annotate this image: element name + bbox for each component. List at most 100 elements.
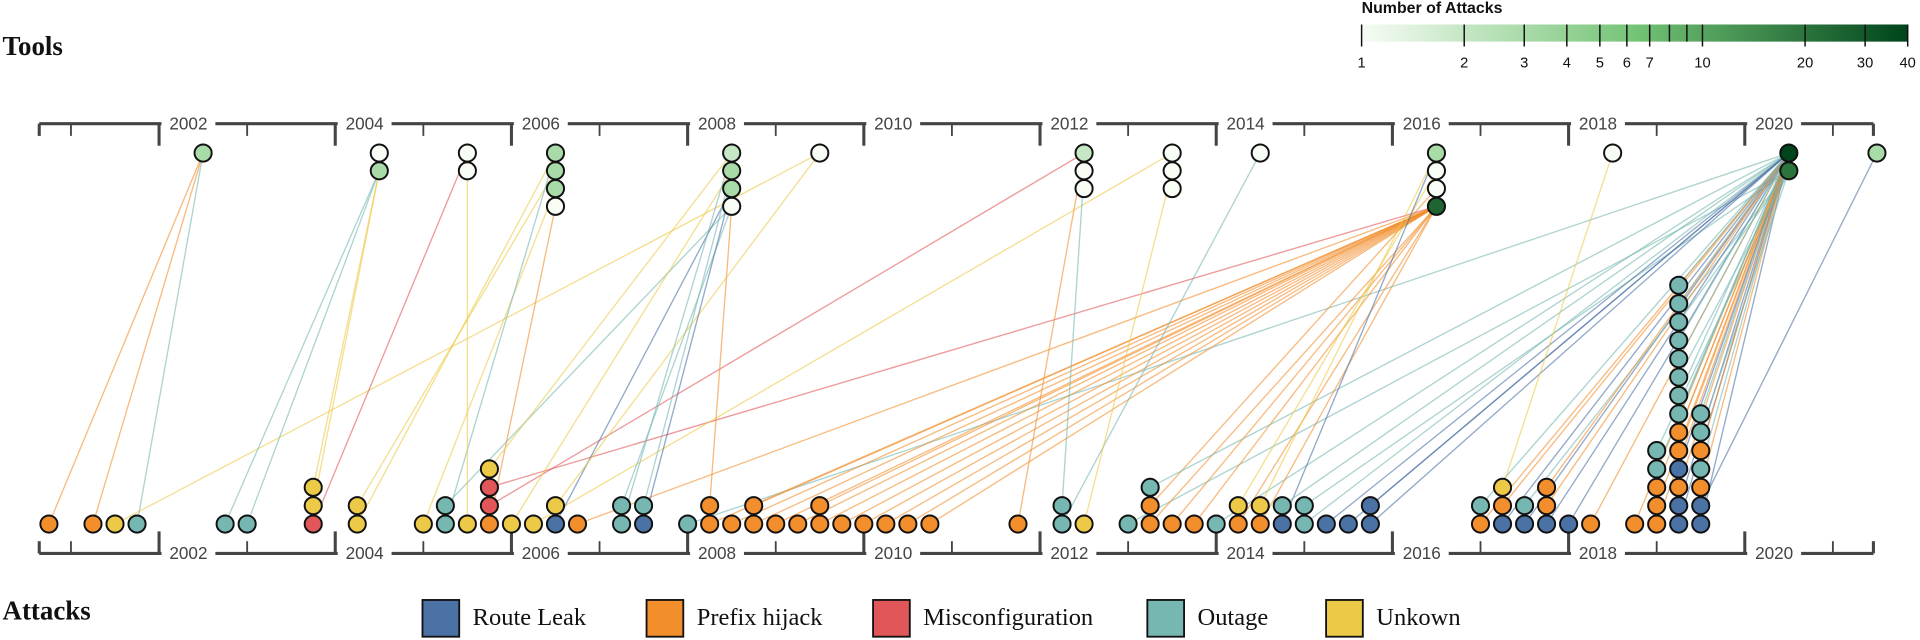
tool bbox=[1074, 161, 1094, 181]
attack bbox=[744, 514, 764, 534]
attack bbox=[832, 514, 852, 534]
attack bbox=[39, 514, 59, 534]
attack bbox=[479, 496, 499, 516]
tool bbox=[1603, 143, 1623, 163]
legend-swatch bbox=[1146, 599, 1185, 638]
tool bbox=[193, 143, 213, 163]
attack bbox=[678, 514, 698, 534]
attack bbox=[479, 477, 499, 497]
link bbox=[246, 170, 380, 525]
link bbox=[1678, 170, 1790, 323]
year-label: 2012 bbox=[1050, 113, 1088, 133]
year-label: 2006 bbox=[522, 543, 560, 563]
link bbox=[797, 205, 1437, 525]
tool bbox=[369, 143, 389, 163]
link bbox=[577, 205, 1437, 525]
tool bbox=[1867, 143, 1887, 163]
attack bbox=[1537, 477, 1557, 497]
label-bg bbox=[1571, 113, 1625, 134]
link bbox=[48, 152, 204, 525]
attack bbox=[1514, 496, 1535, 516]
link bbox=[1369, 152, 1790, 507]
colorbar-tick-label: 40 bbox=[1900, 56, 1916, 72]
attack bbox=[1669, 349, 1689, 369]
link bbox=[1502, 152, 1790, 507]
link bbox=[1303, 170, 1790, 507]
attack bbox=[1272, 514, 1292, 534]
year-label: 2006 bbox=[522, 113, 560, 133]
attack bbox=[479, 459, 499, 479]
link bbox=[554, 188, 733, 525]
attack bbox=[1360, 514, 1380, 534]
label-bg bbox=[1218, 113, 1273, 134]
label-bg bbox=[1747, 543, 1802, 564]
link bbox=[708, 206, 733, 506]
attack bbox=[1206, 514, 1226, 534]
attack bbox=[237, 514, 257, 534]
year-label: 2020 bbox=[1755, 113, 1793, 133]
link bbox=[92, 152, 204, 525]
attack bbox=[1360, 496, 1380, 516]
legend-swatch bbox=[645, 599, 685, 638]
tool bbox=[1162, 143, 1182, 163]
attack bbox=[1074, 514, 1094, 534]
year-label: 2002 bbox=[169, 543, 207, 563]
attack bbox=[1625, 514, 1645, 534]
link bbox=[907, 205, 1437, 525]
attack bbox=[1272, 496, 1292, 516]
link bbox=[1700, 152, 1790, 470]
tool bbox=[545, 161, 566, 181]
attack bbox=[1470, 514, 1491, 534]
attack bbox=[810, 514, 830, 534]
attack bbox=[303, 514, 323, 534]
attack bbox=[303, 496, 323, 516]
tool bbox=[1426, 161, 1447, 181]
link bbox=[1700, 170, 1790, 433]
year-label: 2004 bbox=[346, 113, 385, 133]
attack bbox=[1647, 496, 1667, 516]
attack bbox=[920, 514, 940, 534]
link bbox=[620, 152, 733, 525]
tool bbox=[545, 179, 566, 199]
year-label: 2002 bbox=[169, 113, 207, 133]
attack bbox=[1669, 477, 1689, 497]
link bbox=[422, 188, 557, 525]
attack bbox=[1669, 312, 1689, 332]
attack bbox=[545, 514, 566, 534]
attack bbox=[347, 514, 367, 534]
link bbox=[510, 170, 733, 525]
legend-swatch bbox=[872, 599, 911, 638]
tool bbox=[1162, 161, 1182, 181]
attack bbox=[545, 496, 566, 516]
tool bbox=[722, 161, 742, 181]
attack bbox=[1492, 496, 1513, 516]
link bbox=[885, 205, 1437, 525]
attack bbox=[1669, 330, 1689, 350]
attack bbox=[83, 514, 103, 534]
attack bbox=[1691, 422, 1711, 442]
attack bbox=[612, 496, 632, 516]
tool bbox=[545, 143, 566, 163]
links bbox=[48, 152, 1878, 525]
link bbox=[356, 170, 557, 507]
link bbox=[1149, 188, 1437, 507]
link bbox=[753, 205, 1437, 507]
legend-swatch bbox=[421, 599, 461, 638]
label-bg bbox=[866, 113, 921, 134]
link bbox=[489, 205, 1437, 488]
attack bbox=[435, 514, 455, 534]
attack bbox=[1691, 441, 1711, 461]
link bbox=[1546, 152, 1790, 525]
colorbar-tick-label: 7 bbox=[1646, 56, 1654, 72]
attack bbox=[876, 514, 896, 534]
link bbox=[687, 152, 1790, 525]
colorbar-tick-label: 1 bbox=[1358, 56, 1366, 72]
label-bg bbox=[513, 113, 568, 134]
legend-label: Prefix hijack bbox=[697, 604, 823, 631]
link bbox=[489, 152, 1085, 507]
tool bbox=[457, 143, 477, 163]
tool bbox=[1779, 161, 1799, 181]
attack bbox=[788, 514, 808, 534]
link bbox=[753, 205, 1437, 525]
link bbox=[136, 152, 204, 525]
